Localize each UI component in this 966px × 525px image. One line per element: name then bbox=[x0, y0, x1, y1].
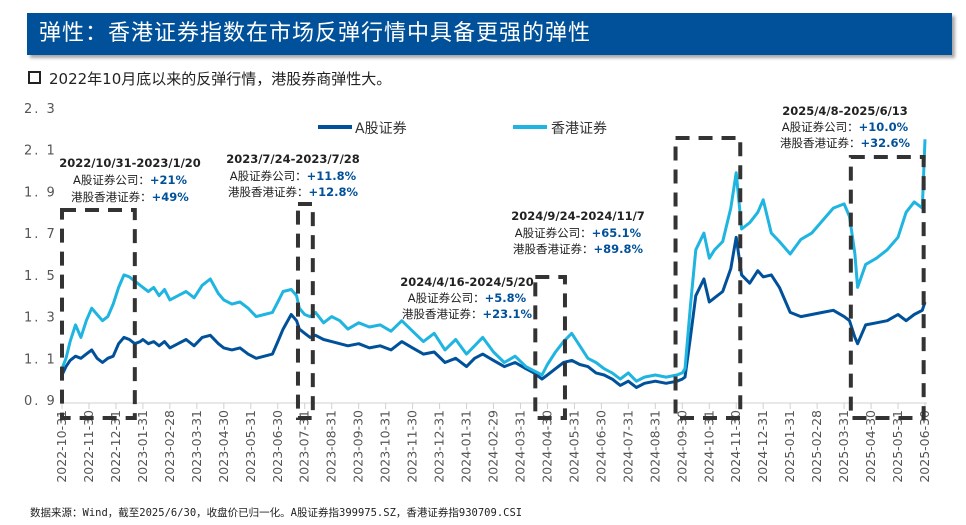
annotation-3-a: A股证券公司：+65.1% bbox=[515, 226, 642, 240]
annotation-0-a-label: A股证券公司： bbox=[73, 173, 150, 187]
annotation-3-a-label: A股证券公司： bbox=[515, 226, 592, 240]
annotation-4-a-value: +10.0% bbox=[859, 120, 909, 134]
y-tick-label: 1. 1 bbox=[24, 352, 57, 367]
x-tick-label: 2022-12-31 bbox=[108, 410, 123, 483]
annotation-4-a: A股证券公司：+10.0% bbox=[782, 120, 909, 134]
x-tick-label: 2023-05-31 bbox=[243, 410, 258, 483]
x-tick-label: 2023-12-31 bbox=[432, 410, 447, 483]
x-tick-label: 2024-05-31 bbox=[566, 410, 581, 483]
annotation-2-hk-label: 港股香港证券： bbox=[402, 307, 483, 321]
annotation-1-hk-label: 港股香港证券： bbox=[228, 185, 309, 199]
highlight-box-4 bbox=[848, 155, 926, 420]
page-title: 弹性：香港证券指数在市场反弹行情中具备更强的弹性 bbox=[39, 21, 592, 46]
axes: 0. 9 1. 1 1. 3 1. 5 1. 7 1. 9 2. 1 2. 3 2022-10-… bbox=[24, 102, 932, 483]
y-tick-label: 1. 7 bbox=[24, 227, 57, 242]
highlight-box-1 bbox=[295, 202, 315, 420]
annotation-4-hk-value: +32.6% bbox=[860, 136, 910, 150]
annotation-1-period: 2023/7/24-2023/7/28 bbox=[226, 152, 360, 166]
x-tick-label: 2022-11-30 bbox=[81, 410, 96, 483]
highlight-box-3 bbox=[673, 136, 743, 420]
y-tick-label: 1. 9 bbox=[24, 185, 57, 200]
x-tick-label: 2024-10-31 bbox=[701, 410, 716, 483]
annotation-0-period: 2022/10/31-2023/1/20 bbox=[59, 156, 201, 170]
x-tick-label: 2024-06-30 bbox=[593, 410, 608, 483]
subtitle-text: 2022年10月底以来的反弹行情，港股券商弹性大。 bbox=[49, 70, 392, 88]
x-tick-label: 2025-05-31 bbox=[890, 410, 905, 483]
annotation-3-hk-value: +89.8% bbox=[593, 242, 643, 256]
y-tick-label: 2. 3 bbox=[24, 102, 57, 117]
annotation-3-period: 2024/9/24-2024/11/7 bbox=[511, 209, 645, 223]
annotation-0-a-value: +21% bbox=[150, 173, 188, 187]
annotation-4-hk: 港股香港证券：+32.6% bbox=[780, 136, 911, 150]
series-line-a-share bbox=[60, 235, 927, 389]
x-tick-label: 2024-09-30 bbox=[674, 410, 689, 483]
annotation-2-a-label: A股证券公司： bbox=[408, 291, 485, 305]
x-tick-label: 2025-02-28 bbox=[809, 410, 824, 483]
x-tick-label: 2023-09-30 bbox=[351, 410, 366, 483]
annotation-3-hk-label: 港股香港证券： bbox=[513, 242, 594, 256]
x-tick-label: 2024-04-30 bbox=[539, 410, 554, 483]
x-tick-label: 2023-08-31 bbox=[324, 410, 339, 483]
annotation-0-a: A股证券公司：+21% bbox=[73, 173, 188, 187]
title-banner: 弹性：香港证券指数在市场反弹行情中具备更强的弹性 bbox=[27, 13, 952, 55]
annotation-4-period: 2025/4/8-2025/6/13 bbox=[782, 104, 908, 118]
x-tick-label: 2024-01-31 bbox=[459, 410, 474, 483]
x-tick-label: 2025-04-30 bbox=[863, 410, 878, 483]
annotation-2-period: 2024/4/16-2024/5/20 bbox=[400, 275, 534, 289]
highlight-box-0 bbox=[60, 208, 137, 420]
x-tick-label: 2024-08-31 bbox=[647, 410, 662, 483]
legend-label-a-share: A股证券 bbox=[355, 121, 407, 137]
legend: A股证券 香港证券 bbox=[318, 121, 607, 137]
x-tick-label: 2024-11-30 bbox=[728, 410, 743, 483]
annotation-2-a-value: +5.8% bbox=[485, 291, 527, 305]
x-tick-label: 2025-06-30 bbox=[917, 410, 932, 483]
annotation-0-hk-label: 港股香港证券： bbox=[71, 190, 152, 204]
x-tick-label: 2022-10-31 bbox=[54, 410, 69, 483]
chart-subtitle: 2022年10月底以来的反弹行情，港股券商弹性大。 bbox=[28, 69, 391, 89]
annotation-1-a: A股证券公司：+11.8% bbox=[230, 169, 357, 183]
x-tick-label: 2024-12-31 bbox=[755, 410, 770, 483]
annotation-2-hk-value: +23.1% bbox=[482, 307, 532, 321]
y-tick-label: 1. 5 bbox=[24, 269, 57, 284]
x-tick-label: 2023-07-31 bbox=[297, 410, 312, 483]
data-source-note: 数据来源：Wind，截至2025/6/30，收盘价已归一化。A股证券指39997… bbox=[30, 507, 523, 519]
series-lines bbox=[60, 139, 927, 389]
annotation-2-hk: 港股香港证券：+23.1% bbox=[402, 307, 533, 321]
x-tick-label: 2024-02-29 bbox=[486, 410, 501, 483]
legend-label-hk: 香港证券 bbox=[551, 121, 607, 137]
annotation-3-hk: 港股香港证券：+89.8% bbox=[513, 242, 644, 256]
square-bullet-icon bbox=[28, 71, 41, 84]
annotation-2-a: A股证券公司：+5.8% bbox=[408, 291, 527, 305]
y-tick-label: 2. 1 bbox=[24, 144, 57, 159]
annotation-1-a-label: A股证券公司： bbox=[230, 169, 307, 183]
series-line-hk bbox=[60, 139, 927, 383]
x-tick-label: 2024-03-31 bbox=[512, 410, 527, 483]
annotation-4-a-label: A股证券公司： bbox=[782, 120, 859, 134]
x-tick-label: 2023-04-30 bbox=[216, 410, 231, 483]
annotations: 2022/10/31-2023/1/20 A股证券公司：+21% 港股香港证券：… bbox=[59, 104, 910, 321]
annotation-4-hk-label: 港股香港证券： bbox=[780, 136, 861, 150]
x-tick-label: 2023-10-31 bbox=[378, 410, 393, 483]
x-tick-label: 2023-01-31 bbox=[135, 410, 150, 483]
annotation-1-hk-value: +12.8% bbox=[308, 185, 358, 199]
x-tick-label: 2023-06-30 bbox=[270, 410, 285, 483]
x-tick-label: 2025-01-31 bbox=[782, 410, 797, 483]
highlight-boxes bbox=[60, 136, 926, 420]
highlight-box-2 bbox=[533, 275, 567, 420]
annotation-3-a-value: +65.1% bbox=[592, 226, 642, 240]
x-tick-label: 2025-03-31 bbox=[836, 410, 851, 483]
x-tick-label: 2023-03-31 bbox=[189, 410, 204, 483]
annotation-1-a-value: +11.8% bbox=[307, 169, 357, 183]
x-tick-label: 2023-02-28 bbox=[162, 410, 177, 483]
y-tick-label: 1. 3 bbox=[24, 311, 57, 326]
x-tick-label: 2023-11-30 bbox=[405, 410, 420, 483]
y-tick-label: 0. 9 bbox=[24, 394, 57, 409]
x-tick-label: 2024-07-31 bbox=[620, 410, 635, 483]
annotation-0-hk-value: +49% bbox=[152, 190, 190, 204]
annotation-0-hk: 港股香港证券：+49% bbox=[71, 190, 189, 204]
annotation-1-hk: 港股香港证券：+12.8% bbox=[228, 185, 359, 199]
